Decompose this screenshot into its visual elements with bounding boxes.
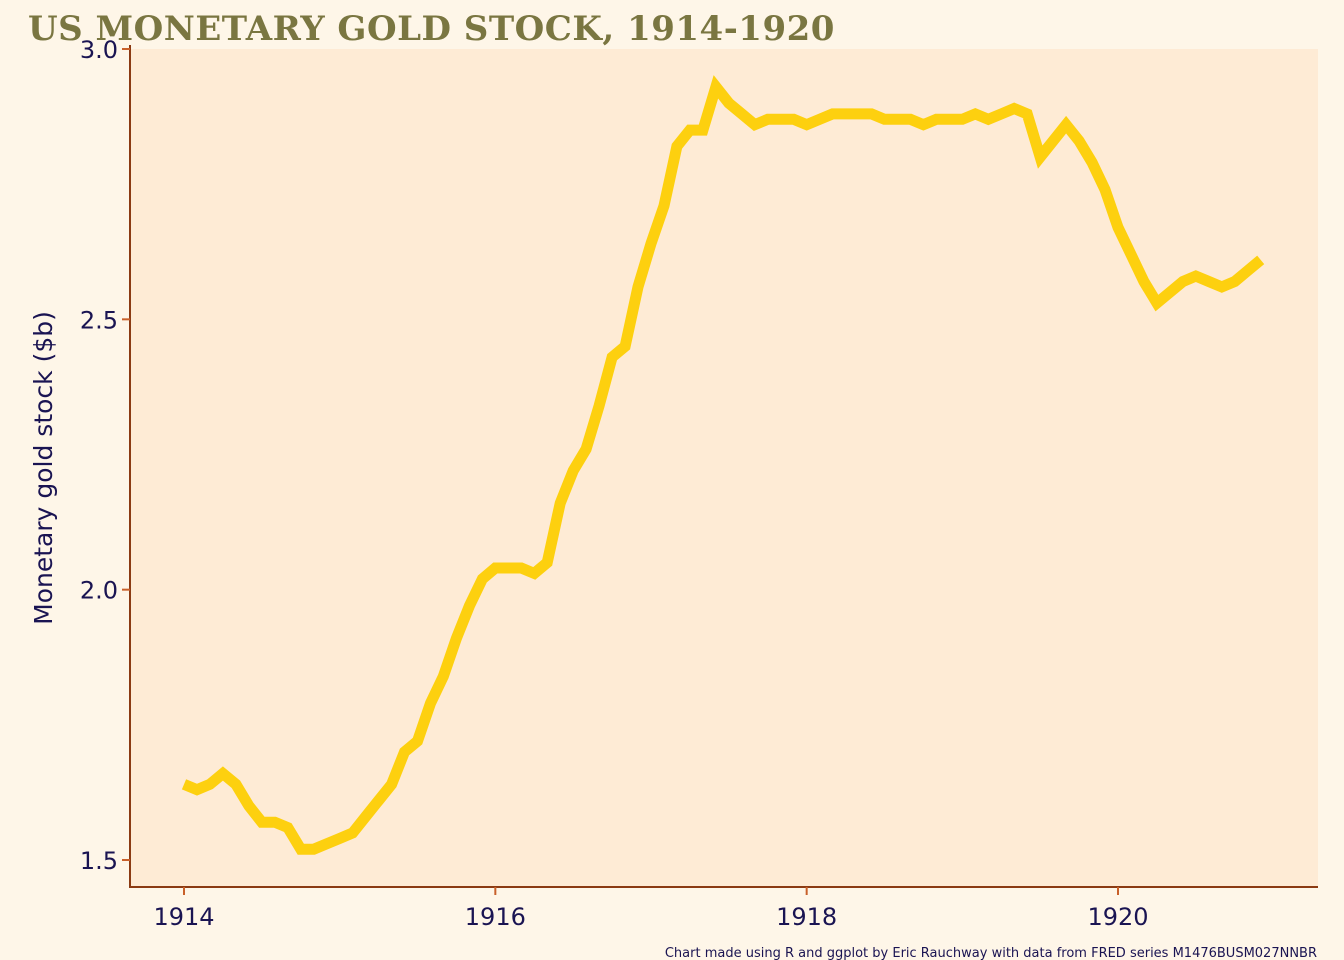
x-tick-label: 1920 [1087, 903, 1148, 931]
y-tick-label: 3.0 [80, 36, 118, 64]
x-tick-label: 1914 [153, 903, 214, 931]
x-tick-label: 1918 [776, 903, 837, 931]
x-tick-label: 1916 [465, 903, 526, 931]
plot-panel [130, 49, 1318, 887]
line-layer [181, 75, 1265, 855]
x-ticks: 1914 1916 1918 1920 [153, 887, 1149, 931]
y-tick-label: 2.5 [80, 306, 118, 334]
series-line [181, 75, 1265, 855]
chart-title: US MONETARY GOLD STOCK, 1914-1920 [28, 9, 835, 49]
y-tick-label: 2.0 [80, 577, 118, 605]
y-ticks: 1.5 2.0 2.5 3.0 [80, 36, 130, 875]
chart-caption: Chart made using R and ggplot by Eric Ra… [665, 946, 1317, 960]
y-tick-label: 1.5 [80, 847, 118, 875]
y-axis-title: Monetary gold stock ($b) [29, 311, 58, 625]
